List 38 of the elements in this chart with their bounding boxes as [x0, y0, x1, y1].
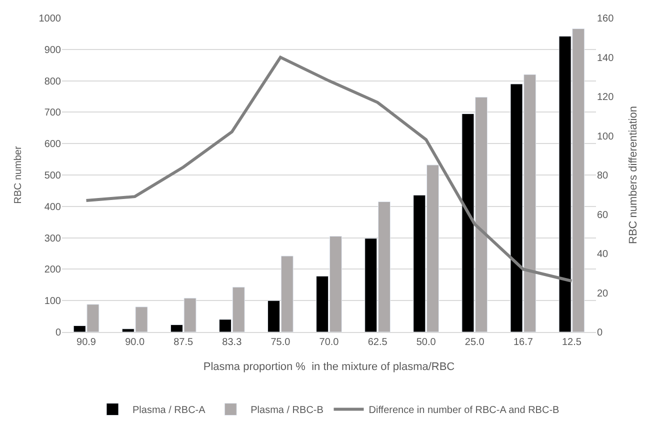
y-axis-title: RBC number — [12, 145, 24, 204]
y2-tick-label: 0 — [597, 328, 603, 338]
x-tick-label: 75.0 — [270, 337, 291, 348]
x-tick-label: 90.0 — [125, 337, 145, 348]
y-tick-label: 0 — [55, 328, 62, 338]
x-tick-label: 16.7 — [513, 337, 534, 348]
y-tick-label: 100 — [44, 296, 62, 308]
y2-tick-label: 40 — [597, 249, 609, 260]
y-tick-label: 200 — [44, 264, 62, 276]
y2-tick-label: 120 — [597, 92, 614, 103]
y2-axis-title: RBC numbers differentiation — [627, 106, 640, 244]
x-tick-label: 90.9 — [76, 337, 96, 348]
x-tick-label: 62.5 — [368, 337, 388, 348]
x-tick-label: 83.3 — [222, 337, 242, 348]
y-tick-label: 500 — [44, 170, 62, 182]
legend-label: Plasma / RBC-B — [250, 405, 324, 416]
x-tick-label: 50.0 — [416, 337, 436, 348]
y2-tick-label: 160 — [597, 14, 614, 24]
y-tick-label: 800 — [44, 76, 62, 88]
x-tick-label: 87.5 — [174, 337, 194, 348]
x-axis-title: Plasma proportion % in the mixture of plasma/RBC — [203, 361, 455, 374]
y2-tick-label: 80 — [597, 170, 609, 182]
y-tick-label: 900 — [44, 44, 62, 56]
legend-label: Plasma / RBC-A — [132, 405, 206, 416]
x-tick-label: 70.0 — [319, 337, 340, 348]
y2-tick-label: 100 — [597, 131, 614, 142]
x-tick-label: 25.0 — [464, 337, 485, 348]
y-tick-label: 300 — [44, 233, 62, 244]
y-tick-label: 600 — [44, 139, 62, 150]
y-tick-label: 700 — [44, 108, 62, 119]
y-tick-label: 1000 — [38, 14, 62, 24]
x-tick-label: 12.5 — [562, 337, 582, 348]
y2-tick-label: 20 — [597, 288, 609, 300]
y2-tick-label: 140 — [597, 52, 614, 64]
y-tick-label: 400 — [44, 202, 62, 213]
legend-label: Difference in number of RBC-A and RBC-B — [368, 405, 560, 416]
y2-tick-label: 60 — [597, 210, 609, 221]
line-series — [84, 56, 574, 282]
